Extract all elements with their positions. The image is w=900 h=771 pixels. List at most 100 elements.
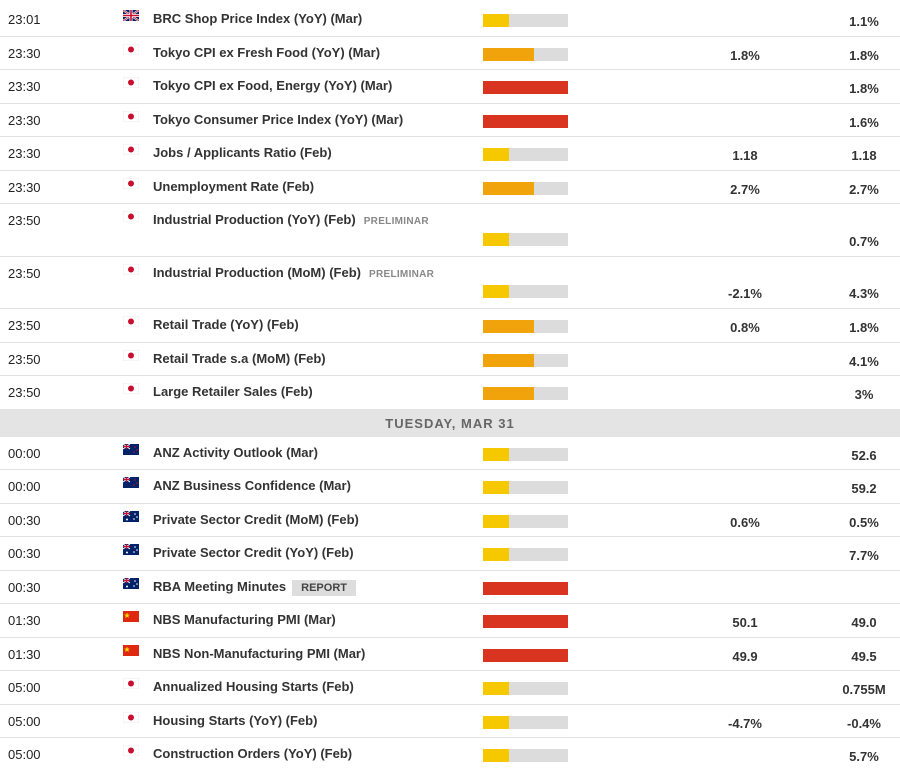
- event-name: Tokyo CPI ex Fresh Food (YoY) (Mar): [153, 45, 380, 60]
- flag: [122, 76, 140, 89]
- previous: 1.6%: [849, 114, 879, 130]
- event-row: 05:00 Annualized Housing Starts (Feb) 0.75…: [0, 671, 900, 705]
- event-name: NBS Manufacturing PMI (Mar): [153, 612, 336, 627]
- flag: [122, 110, 140, 122]
- impact-fill: [483, 232, 509, 246]
- event-name: ANZ Business Confidence (Mar): [153, 478, 351, 493]
- previous: -0.4%: [847, 715, 881, 731]
- impact-fill: [483, 114, 568, 128]
- event-title: Jobs / Applicants Ratio (Feb): [153, 145, 332, 160]
- time: 00:00: [8, 445, 41, 461]
- previous: 1.1%: [849, 14, 879, 29]
- event-tag: PRELIMINAR: [363, 216, 429, 227]
- impact-fill: [483, 682, 509, 696]
- impact-bar: [483, 481, 568, 495]
- event-title: Tokyo CPI ex Food, Energy (YoY) (Mar): [153, 78, 393, 93]
- time: 01:30: [8, 613, 41, 628]
- previous: 59.2: [851, 481, 877, 496]
- event-title: NBS Manufacturing PMI (Mar): [153, 612, 336, 627]
- impact-fill: [483, 548, 509, 562]
- impact-bar: [483, 715, 568, 729]
- impact-bar: [483, 387, 568, 401]
- flag: [122, 711, 140, 723]
- event-name: Private Sector Credit (YoY) (Feb): [153, 545, 354, 560]
- consensus: 0.6%: [730, 514, 760, 530]
- impact-fill: [483, 47, 534, 61]
- event-name: Industrial Production (YoY) (Feb) PRELIMI…: [153, 212, 429, 227]
- consensus: -2.1%: [728, 286, 762, 301]
- impact-fill: [483, 514, 509, 528]
- event-row: 23:50 Industrial Production (MoM) (Feb) PR…: [0, 257, 900, 309]
- impact-fill: [483, 320, 534, 334]
- event-row: 23:50 Retail Trade (YoY) (Feb) 0.8% 1.8%: [0, 309, 900, 343]
- impact-bar: [483, 285, 568, 298]
- event-title: Private Sector Credit (MoM) (Feb): [153, 511, 359, 527]
- event-name: Large Retailer Sales (Feb): [153, 384, 313, 399]
- time: 23:30: [8, 179, 41, 195]
- time: 23:30: [8, 79, 41, 94]
- event-name: Retail Trade (YoY) (Feb): [153, 317, 299, 332]
- flag: [122, 210, 140, 223]
- consensus: 49.9: [732, 648, 758, 664]
- previous: 49.0: [851, 615, 877, 630]
- event-name: Private Sector Credit (MoM) (Feb): [153, 512, 359, 527]
- impact-fill: [483, 387, 534, 401]
- flag: [122, 349, 140, 361]
- event-title: Large Retailer Sales (Feb): [153, 384, 313, 399]
- consensus: 2.7%: [730, 181, 760, 197]
- event-name: Jobs / Applicants Ratio (Feb): [153, 145, 332, 160]
- event-title: Tokyo Consumer Price Index (YoY) (Mar): [153, 111, 404, 127]
- flag: [122, 543, 139, 555]
- event-title: Housing Starts (YoY) (Feb): [153, 712, 318, 728]
- impact-bar: [483, 682, 568, 696]
- event-row: 05:00 Housing Starts (YoY) (Feb) -4.7% -0.4…: [0, 705, 900, 738]
- flag: [122, 143, 140, 156]
- consensus: 50.1: [732, 615, 758, 630]
- event-tag: PRELIMINAR: [368, 268, 435, 280]
- event-name: Industrial Production (MoM) (Feb) PRELIMI…: [153, 265, 434, 280]
- time: 05:00: [8, 747, 41, 762]
- event-name: ANZ Activity Outlook (Mar): [153, 445, 318, 460]
- event-title: Annualized Housing Starts (Feb): [153, 679, 354, 694]
- event-name: Tokyo CPI ex Food, Energy (YoY) (Mar): [153, 78, 392, 93]
- event-title: RBA Meeting Minutes: [153, 578, 287, 594]
- time: 00:30: [8, 546, 41, 561]
- time: 23:30: [8, 146, 41, 161]
- event-row: 23:30 Tokyo CPI ex Food, Energy (YoY) (Ma…: [0, 70, 900, 104]
- event-name: NBS Non-Manufacturing PMI (Mar): [153, 646, 365, 661]
- flag: [122, 315, 140, 328]
- time: 23:50: [8, 351, 41, 367]
- impact-bar: [483, 148, 568, 162]
- time: 05:00: [8, 713, 41, 729]
- previous: 0.755M: [842, 682, 886, 697]
- event-row: 23:30 Jobs / Applicants Ratio (Feb) 1.18 1.…: [0, 137, 900, 171]
- impact-fill: [483, 648, 568, 662]
- event-row: 23:30 Tokyo CPI ex Fresh Food (YoY) (Mar)…: [0, 37, 900, 70]
- previous: 1.8%: [849, 81, 879, 96]
- consensus: -4.7%: [728, 715, 762, 731]
- event-row: 23:30 Tokyo Consumer Price Index (YoY) (M…: [0, 104, 900, 137]
- consensus: 1.18: [732, 148, 758, 163]
- previous: 1.18: [851, 148, 877, 163]
- impact-bar: [483, 353, 568, 367]
- impact-bar: [483, 581, 568, 595]
- impact-bar: [483, 114, 568, 128]
- impact-fill: [483, 615, 568, 629]
- impact-fill: [483, 148, 509, 162]
- impact-fill: [483, 285, 509, 298]
- time: 23:50: [8, 318, 41, 333]
- impact-fill: [483, 81, 568, 95]
- impact-fill: [483, 715, 509, 729]
- flag: [122, 177, 140, 189]
- event-name: Housing Starts (YoY) (Feb): [153, 713, 317, 728]
- previous: 49.5: [851, 648, 877, 664]
- event-row: 00:30 Private Sector Credit (MoM) (Feb) 0.…: [0, 504, 900, 537]
- previous: 0.7%: [849, 233, 879, 249]
- flag: [122, 443, 139, 455]
- time: 05:00: [8, 680, 41, 695]
- event-title: Retail Trade (YoY) (Feb): [153, 317, 299, 332]
- consensus: 0.8%: [730, 320, 760, 335]
- event-row: 23:50 Industrial Production (YoY) (Feb) PR…: [0, 204, 900, 257]
- impact-bar: [483, 548, 568, 562]
